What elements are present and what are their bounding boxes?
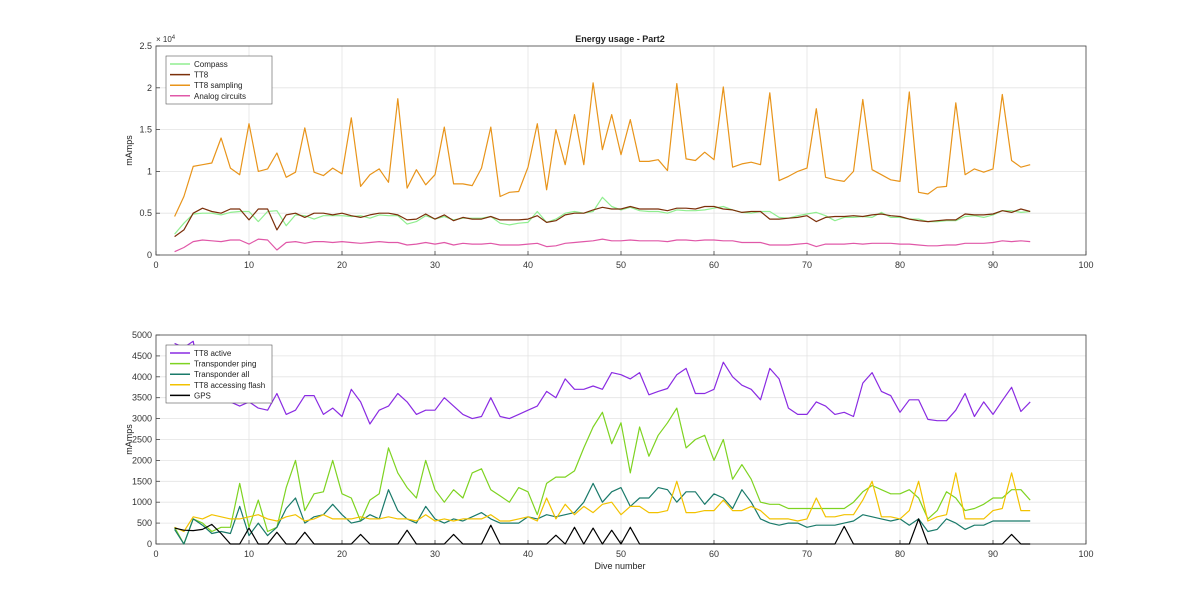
x-axis-label: Dive number <box>594 561 645 571</box>
x-tick-label: 60 <box>709 549 719 559</box>
y-tick-label: 2 <box>147 83 152 93</box>
y-tick-label: 1000 <box>132 497 152 507</box>
x-tick-label: 40 <box>523 549 533 559</box>
legend-label: TT8 accessing flash <box>194 381 265 390</box>
x-tick-label: 90 <box>988 549 998 559</box>
chart-top: Energy usage - Part2 0 10 20 30 40 50 60 70 80 90… <box>124 34 1094 270</box>
y-tick-label: 0 <box>147 250 152 260</box>
y-tick-label: 1500 <box>132 476 152 486</box>
legend-label: Analog circuits <box>194 92 246 101</box>
legend-label: Transponder all <box>194 370 250 379</box>
series-line-1 <box>174 205 1031 238</box>
x-tick-label: 80 <box>895 549 905 559</box>
legend-label: TT8 <box>194 71 209 80</box>
series-line-2 <box>174 82 1031 217</box>
y-tick-label: 1 <box>147 166 152 176</box>
x-tick-label: 70 <box>802 260 812 270</box>
x-tick-label: 40 <box>523 260 533 270</box>
x-tick-label: 100 <box>1078 549 1093 559</box>
x-tick-label: 10 <box>244 549 254 559</box>
y-tick-label: 3500 <box>132 393 152 403</box>
x-tick-label: 0 <box>153 260 158 270</box>
y-axis-label: mAmps <box>124 135 134 166</box>
y-tick-label: 0 <box>147 539 152 549</box>
legend-label: Compass <box>194 60 228 69</box>
x-tick-label: 50 <box>616 549 626 559</box>
x-tick-label: 100 <box>1078 260 1093 270</box>
legend-label: GPS <box>194 391 211 400</box>
x-tick-label: 0 <box>153 549 158 559</box>
y-tick-label: 5000 <box>132 330 152 340</box>
y-exponent-power: 4 <box>172 35 176 41</box>
y-tick-label: 3000 <box>132 414 152 424</box>
series-line-0 <box>174 340 1031 425</box>
y-exponent-label: × 104 <box>156 35 176 44</box>
x-tick-label: 60 <box>709 260 719 270</box>
series-line-4 <box>174 518 1031 545</box>
chart-bottom: Dive number 0 10 20 30 40 50 60 70 80 90 100050010… <box>124 330 1094 571</box>
y-tick-label: 2.5 <box>139 41 152 51</box>
series-line-3 <box>174 238 1031 253</box>
y-tick-label: 2000 <box>132 455 152 465</box>
x-tick-label: 20 <box>337 260 347 270</box>
y-tick-label: 0.5 <box>139 208 152 218</box>
x-tick-label: 10 <box>244 260 254 270</box>
series-line-1 <box>174 407 1031 545</box>
x-tick-label: 30 <box>430 549 440 559</box>
x-tick-label: 80 <box>895 260 905 270</box>
x-tick-label: 70 <box>802 549 812 559</box>
x-tick-label: 90 <box>988 260 998 270</box>
y-tick-label: 4500 <box>132 351 152 361</box>
x-tick-label: 20 <box>337 549 347 559</box>
chart-title: Energy usage - Part2 <box>575 34 665 44</box>
y-axis-label: mAmps <box>124 424 134 455</box>
y-tick-label: 2500 <box>132 435 152 445</box>
x-tick-label: 50 <box>616 260 626 270</box>
y-tick-label: 4000 <box>132 372 152 382</box>
series-line-2 <box>174 482 1031 545</box>
x-tick-label: 30 <box>430 260 440 270</box>
legend-label: TT8 active <box>194 349 232 358</box>
y-tick-label: 500 <box>137 518 152 528</box>
legend-label: Transponder ping <box>194 360 256 369</box>
y-tick-label: 1.5 <box>139 125 152 135</box>
series-line-3 <box>174 472 1031 533</box>
legend-label: TT8 sampling <box>194 81 242 90</box>
